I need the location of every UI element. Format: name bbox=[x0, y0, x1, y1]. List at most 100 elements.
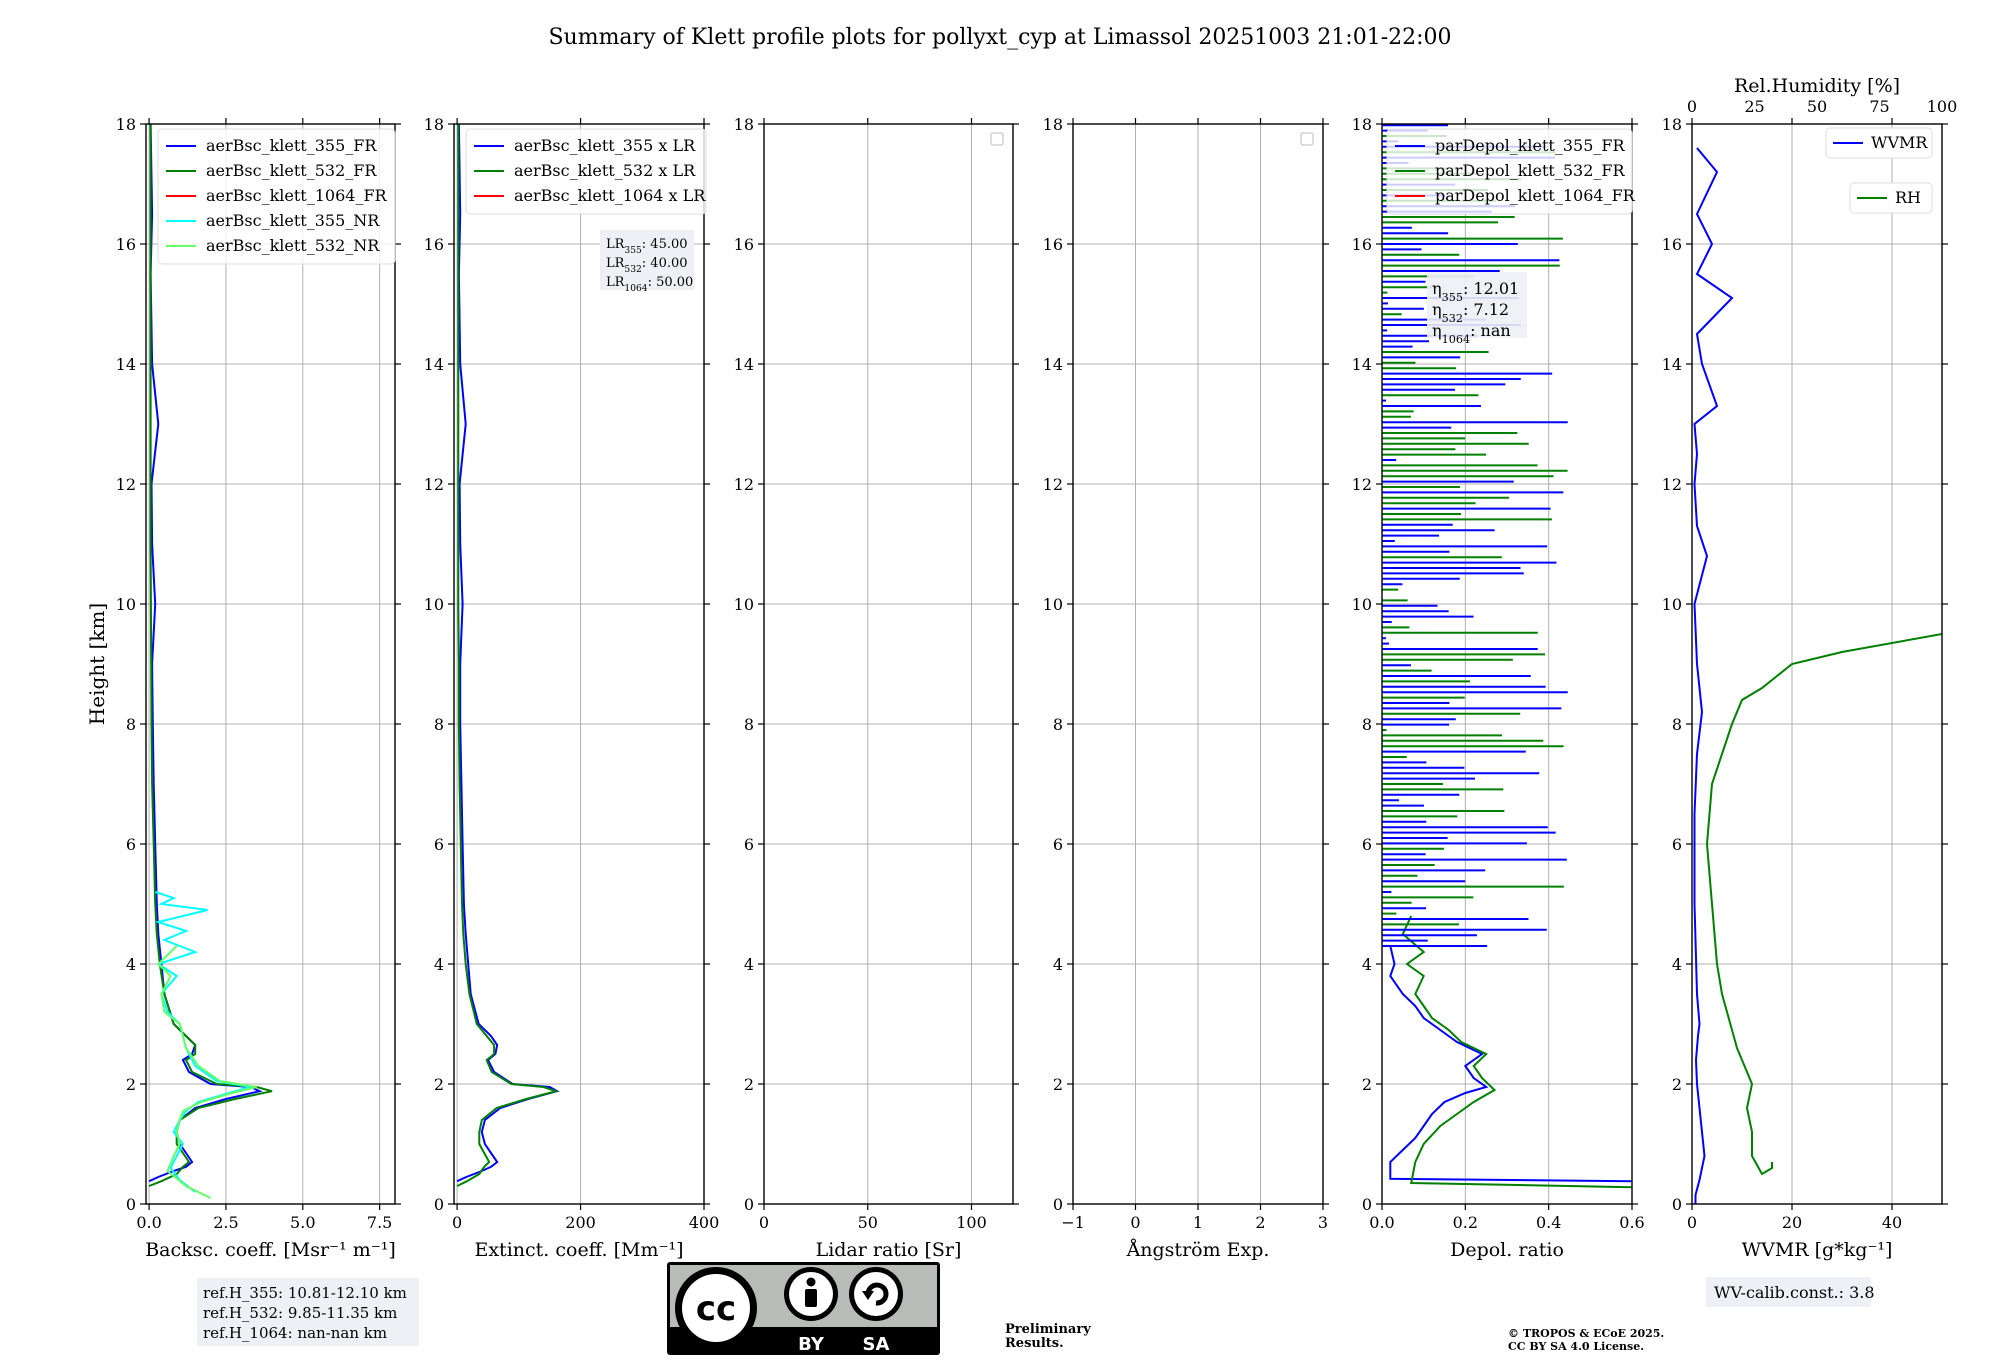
legend-box bbox=[1386, 128, 1633, 215]
xtick-label: 100 bbox=[956, 1213, 987, 1232]
xtick-label: 0.2 bbox=[1453, 1213, 1478, 1232]
lr-box bbox=[600, 230, 694, 290]
legend-label: aerBsc_klett_355 x LR bbox=[514, 136, 696, 155]
xaxis-label: Extinct. coeff. [Mm⁻¹] bbox=[474, 1239, 683, 1261]
xtick-label: 7.5 bbox=[367, 1213, 392, 1232]
lr-value: LR1064: 50.00 bbox=[606, 275, 693, 294]
xtick-label: 2.5 bbox=[213, 1213, 238, 1232]
ref-height-532: ref.H_532: 9.85-11.35 km bbox=[203, 1304, 397, 1322]
ytick-label: 2 bbox=[1053, 1075, 1063, 1094]
ytick-label: 4 bbox=[434, 955, 444, 974]
axes-frame bbox=[1381, 123, 1633, 1205]
ytick-label: 12 bbox=[1043, 475, 1063, 494]
xtick-label: 0.6 bbox=[1619, 1213, 1644, 1232]
sa-label: SA bbox=[863, 1334, 890, 1355]
ytick-label: 14 bbox=[1043, 355, 1063, 374]
legend-label: parDepol_klett_532_FR bbox=[1435, 161, 1626, 180]
subplot-bsc: 0 2 4 6 8 10 12 14 16 18 0.0 2.5 5.0 7.5 Backsc. coeff… bbox=[85, 115, 401, 1261]
legend-label: aerBsc_klett_532_NR bbox=[206, 236, 380, 255]
ytick-label: 8 bbox=[126, 715, 136, 734]
legend-label: WVMR bbox=[1871, 133, 1928, 152]
ytick-label: 14 bbox=[116, 355, 136, 374]
calib-label: WV-calib.const.: 3.8 bbox=[1714, 1283, 1875, 1302]
ytick-label: 4 bbox=[1362, 955, 1372, 974]
ytick-label: 10 bbox=[116, 595, 136, 614]
xtick-label: −1 bbox=[1061, 1213, 1085, 1232]
legend-label: RH bbox=[1895, 188, 1921, 207]
top-xaxis-label: Rel.Humidity [%] bbox=[1734, 75, 1900, 97]
ytick-label: 14 bbox=[1352, 355, 1372, 374]
ytick-label: 10 bbox=[1662, 595, 1682, 614]
ytick-label: 16 bbox=[116, 235, 136, 254]
ytick-label: 10 bbox=[734, 595, 754, 614]
axes-frame bbox=[145, 123, 396, 1205]
cc-text: cc bbox=[696, 1289, 736, 1329]
ytick-label: 16 bbox=[424, 235, 444, 254]
by-person-head-icon bbox=[806, 1277, 816, 1287]
ytick-label: 2 bbox=[1362, 1075, 1372, 1094]
ytick-label: 2 bbox=[744, 1075, 754, 1094]
ytick-label: 2 bbox=[1672, 1075, 1682, 1094]
ref-box-bg bbox=[197, 1278, 419, 1346]
legend: aerBsc_klett_355 x LR aerBsc_klett_532 x … bbox=[465, 128, 707, 215]
ytick-label: 6 bbox=[744, 835, 754, 854]
xtick-label: 0 bbox=[1130, 1213, 1140, 1232]
axes-frame bbox=[763, 123, 1014, 1205]
series-line-wvmr bbox=[1693, 147, 1734, 1204]
ytick-label: 10 bbox=[424, 595, 444, 614]
ytick-label: 6 bbox=[1672, 835, 1682, 854]
series-line-aerbsc_klett_532_nr bbox=[156, 945, 257, 1199]
xtick-label: 0.4 bbox=[1536, 1213, 1561, 1232]
ytick-label: 16 bbox=[1043, 235, 1063, 254]
xtick-label: 0 bbox=[1687, 1213, 1697, 1232]
xaxis-label: Backsc. coeff. [Msr⁻¹ m⁻¹] bbox=[145, 1239, 396, 1261]
xaxis-label: Ångström Exp. bbox=[1126, 1239, 1270, 1261]
ytick-label: 6 bbox=[1362, 835, 1372, 854]
series-line-aerbsc_klett_355_fr bbox=[148, 124, 263, 1183]
legend-label: aerBsc_klett_355_NR bbox=[206, 211, 380, 230]
ytick-label: 0 bbox=[1053, 1195, 1063, 1214]
ytick-label: 18 bbox=[424, 115, 444, 134]
ytick-label: 16 bbox=[1662, 235, 1682, 254]
ytick-label: 18 bbox=[1352, 115, 1372, 134]
series-line-aerbsc_klett_532_fr bbox=[148, 124, 273, 1187]
ytick-label: 10 bbox=[1352, 595, 1372, 614]
ytick-label: 18 bbox=[734, 115, 754, 134]
ytick-label: 14 bbox=[734, 355, 754, 374]
by-label: BY bbox=[798, 1334, 825, 1355]
ytick-label: 4 bbox=[126, 955, 136, 974]
series-group bbox=[148, 124, 273, 1199]
copyright-line2: CC BY SA 4.0 License. bbox=[1508, 1340, 1644, 1353]
ytick-label: 14 bbox=[424, 355, 444, 374]
figure-title: Summary of Klett profile plots for polly… bbox=[548, 25, 1451, 50]
lr-value: LR532: 40.00 bbox=[606, 256, 688, 275]
lr-value: LR355: 45.00 bbox=[606, 237, 688, 256]
sa-arrow-icon bbox=[865, 1282, 889, 1306]
ref-height-box: ref.H_355: 10.81-12.10 km ref.H_532: 9.8… bbox=[197, 1278, 419, 1346]
ytick-label: 4 bbox=[744, 955, 754, 974]
xtick-label: 50 bbox=[858, 1213, 878, 1232]
subplot-wv: 0 2 4 6 8 10 12 14 16 18 0 20 40 WVMR [g*kg⁻¹] 0 25 50 75… bbox=[1662, 75, 1957, 1307]
preliminary-line2: Results. bbox=[1005, 1336, 1064, 1351]
ytick-label: 0 bbox=[126, 1195, 136, 1214]
xaxis-label: WVMR [g*kg⁻¹] bbox=[1742, 1239, 1893, 1261]
calib-box bbox=[1706, 1277, 1871, 1307]
top-xtick-label: 50 bbox=[1807, 97, 1827, 116]
ytick-label: 2 bbox=[434, 1075, 444, 1094]
xtick-label: 200 bbox=[565, 1213, 596, 1232]
ytick-label: 16 bbox=[734, 235, 754, 254]
ytick-label: 16 bbox=[1352, 235, 1372, 254]
ytick-label: 0 bbox=[1362, 1195, 1372, 1214]
ytick-label: 0 bbox=[1672, 1195, 1682, 1214]
legend: aerBsc_klett_355_FR aerBsc_klett_532_FRae… bbox=[157, 128, 396, 265]
series-line-pardepol_klett_355_fr bbox=[1389, 945, 1632, 1183]
ref-height-355: ref.H_355: 10.81-12.10 km bbox=[203, 1284, 407, 1302]
ytick-label: 6 bbox=[126, 835, 136, 854]
ytick-label: 12 bbox=[424, 475, 444, 494]
series-line-pardepol_klett_532_fr bbox=[1401, 915, 1632, 1189]
subplot-lr: 0 2 4 6 8 10 12 14 16 18 0 50 100 Lidar ratio [Sr] bbox=[734, 115, 1019, 1261]
yaxis-label: Height [km] bbox=[85, 603, 109, 725]
xaxis-label: Lidar ratio [Sr] bbox=[816, 1239, 962, 1261]
legend-box bbox=[465, 128, 707, 215]
